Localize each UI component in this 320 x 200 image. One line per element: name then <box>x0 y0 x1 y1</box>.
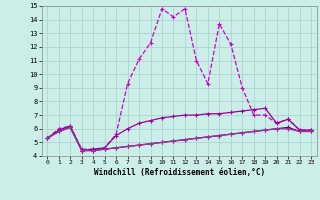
X-axis label: Windchill (Refroidissement éolien,°C): Windchill (Refroidissement éolien,°C) <box>94 168 265 177</box>
